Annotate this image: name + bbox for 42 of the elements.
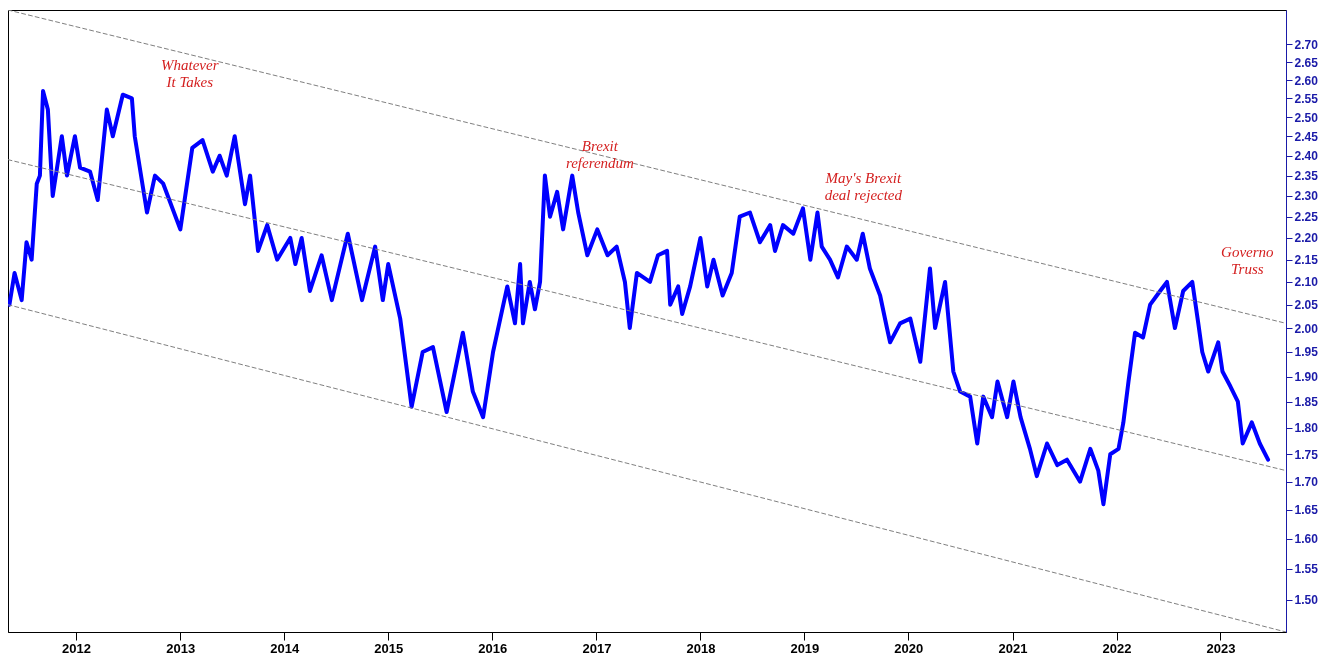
- x-tick-label: 2016: [478, 640, 508, 656]
- y-tick-label: 1.60: [1294, 532, 1319, 547]
- y-tick-label: 1.80: [1294, 421, 1319, 436]
- annotation: Whatever It Takes: [161, 56, 219, 90]
- y-tick-label: 2.15: [1294, 253, 1319, 268]
- x-tick-label: 2022: [1102, 640, 1132, 656]
- y-tick-label: 1.70: [1294, 475, 1319, 490]
- x-tick-label: 2018: [686, 640, 716, 656]
- y-tick-label: 2.20: [1294, 231, 1319, 246]
- y-tick-label: 2.55: [1294, 91, 1319, 106]
- y-tick-label: 2.40: [1294, 149, 1319, 164]
- x-tick-label: 2012: [62, 640, 92, 656]
- x-tick-label: 2020: [894, 640, 924, 656]
- y-tick-label: 2.05: [1294, 298, 1319, 313]
- y-tick-label: 2.50: [1294, 110, 1319, 125]
- x-tick-label: 2013: [166, 640, 196, 656]
- x-tick-label: 2021: [998, 640, 1028, 656]
- y-tick-label: 2.45: [1294, 129, 1319, 144]
- y-tick-label: 1.65: [1294, 503, 1319, 518]
- y-tick-label: 1.55: [1294, 562, 1319, 577]
- y-tick-label: 2.70: [1294, 37, 1319, 52]
- y-tick-label: 2.30: [1294, 189, 1319, 204]
- y-tick-label: 1.90: [1294, 370, 1319, 385]
- y-tick-label: 1.75: [1294, 447, 1319, 462]
- y-tick-label: 1.85: [1294, 395, 1319, 410]
- y-tick-label: 2.25: [1294, 210, 1319, 225]
- line-series: [8, 89, 1271, 507]
- annotation: Governo Truss: [1221, 243, 1275, 277]
- y-tick-label: 2.00: [1294, 321, 1319, 336]
- x-tick-label: 2017: [582, 640, 612, 656]
- x-tick-label: 2014: [270, 640, 301, 656]
- y-tick-label: 2.35: [1294, 169, 1319, 184]
- y-tick-label: 1.95: [1294, 345, 1319, 360]
- y-tick-label: 2.60: [1294, 73, 1319, 88]
- x-tick-label: 2019: [790, 640, 820, 656]
- x-tick-label: 2023: [1206, 640, 1236, 656]
- x-tick-label: 2015: [374, 640, 404, 656]
- y-tick-label: 2.65: [1294, 55, 1319, 70]
- y-tick-label: 1.50: [1294, 593, 1319, 608]
- annotation: Brexit referendum: [565, 137, 635, 171]
- y-tick-label: 2.10: [1294, 275, 1319, 290]
- annotation: May's Brexit deal rejected: [824, 170, 903, 204]
